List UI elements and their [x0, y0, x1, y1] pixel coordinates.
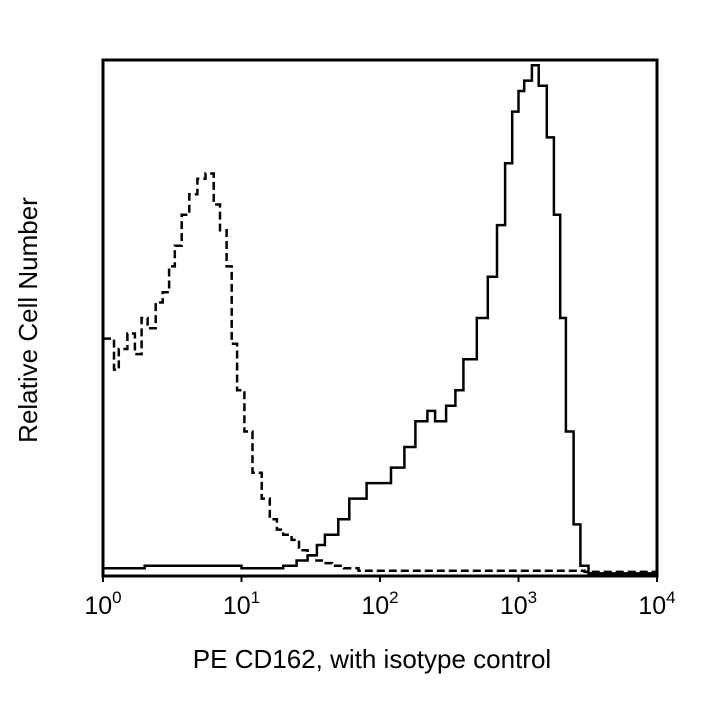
isotype-control-series: [103, 172, 659, 574]
x-axis-label: PE CD162, with isotype control: [193, 644, 551, 674]
pe-cd162-series: [103, 63, 659, 576]
x-tick-label: 104: [638, 588, 675, 620]
series-layer: [103, 63, 659, 576]
x-tick-label: 102: [361, 588, 398, 620]
y-axis-label: Relative Cell Number: [13, 197, 43, 443]
x-tick-label: 103: [500, 588, 537, 620]
x-axis-ticks: 100 101 102 103 104: [84, 576, 676, 620]
x-tick-label: 100: [84, 588, 121, 620]
x-tick-label: 101: [223, 588, 260, 620]
